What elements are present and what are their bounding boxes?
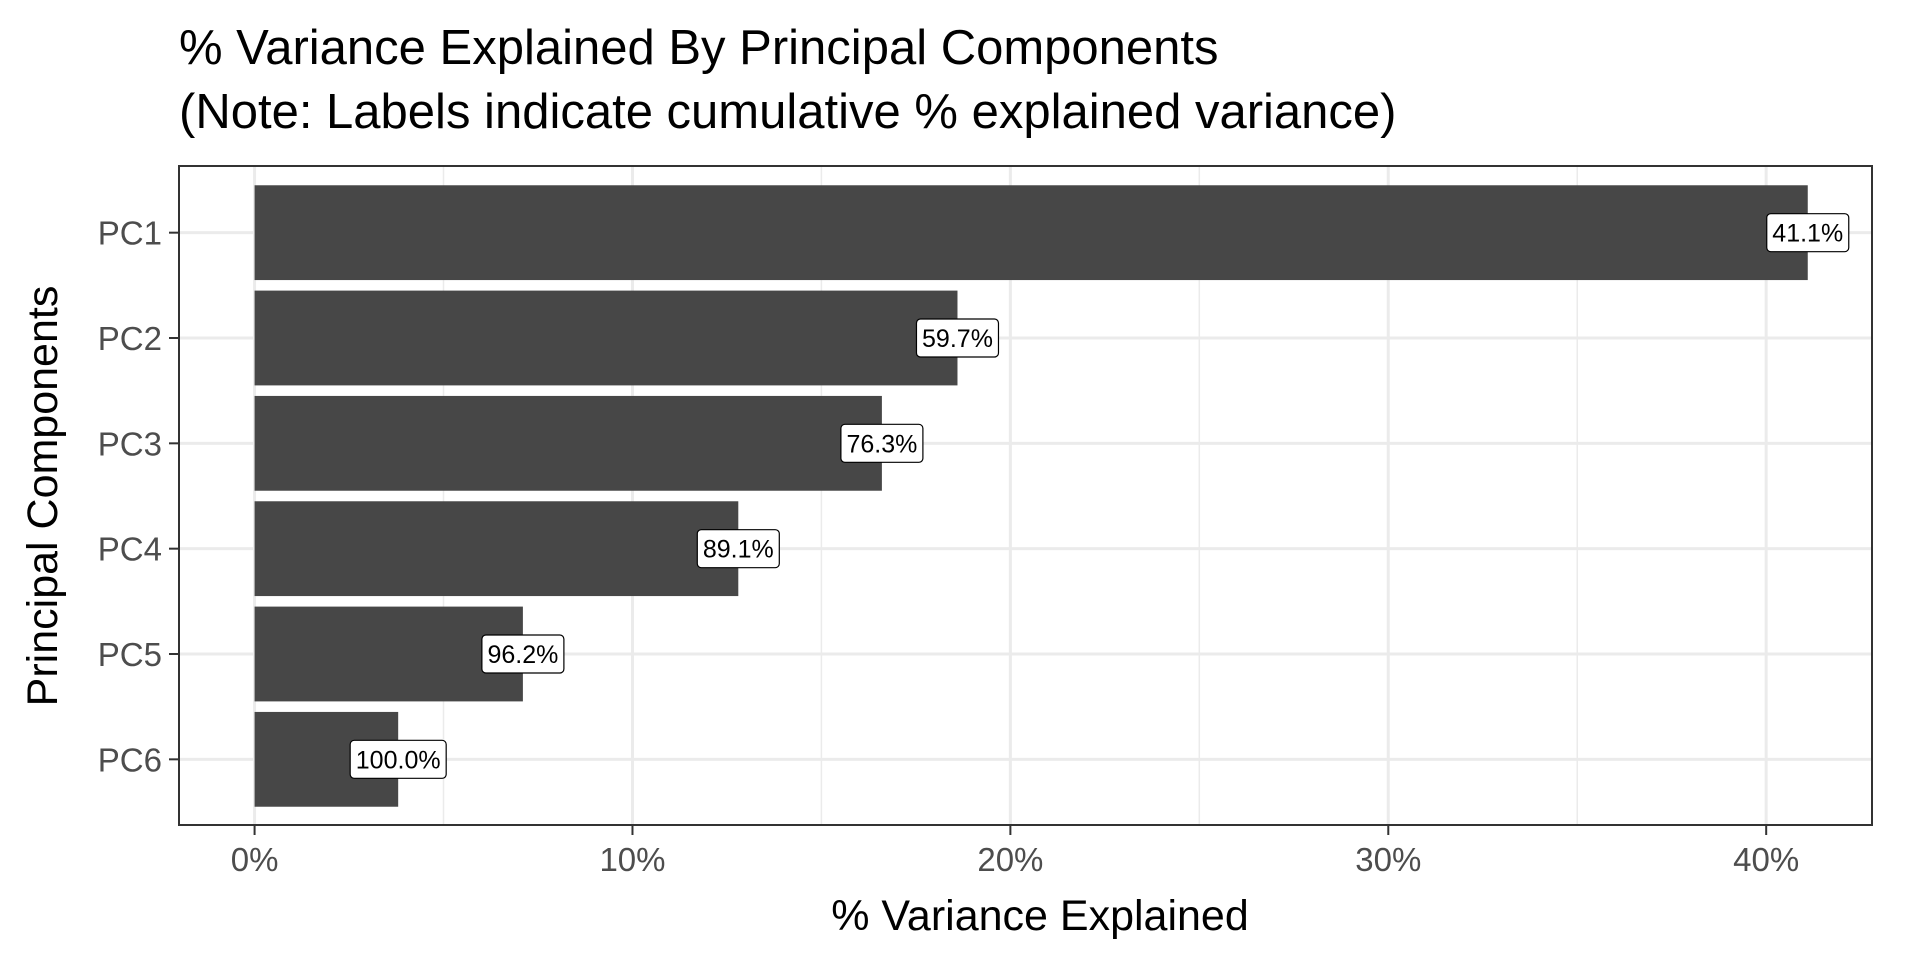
data-label-pc5: 96.2% (481, 634, 565, 674)
data-label-box (915, 318, 1000, 358)
data-label-pc2: 59.7% (915, 318, 1000, 358)
bar-pc1 (254, 185, 1808, 281)
y-tick-label-pc1: PC1 (98, 215, 162, 252)
data-label-box (696, 529, 780, 569)
chart-title: % Variance Explained By Principal Compon… (179, 21, 1219, 75)
x-tick-label: 10% (599, 841, 665, 878)
data-label-text: 59.7% (922, 325, 993, 353)
data-label-text: 89.1% (703, 536, 774, 564)
x-tick-label: 40% (1733, 841, 1799, 878)
bar-pc2 (254, 290, 958, 386)
x-axis-title: % Variance Explained (831, 892, 1249, 940)
x-tick-label: 20% (977, 841, 1043, 878)
data-label-text: 100.0% (356, 746, 441, 774)
data-label-box (349, 739, 447, 779)
data-label-text: 41.1% (1772, 220, 1843, 248)
y-tick-label-pc3: PC3 (98, 425, 162, 462)
bar-layer (254, 185, 1808, 807)
y-tick-label-pc4: PC4 (98, 531, 162, 568)
x-tick-label: 30% (1355, 841, 1421, 878)
data-label-text: 76.3% (846, 430, 917, 458)
y-axis-title: Principal Components (19, 286, 67, 707)
data-label-box (481, 634, 565, 674)
chart-subtitle: (Note: Labels indicate cumulative % expl… (179, 85, 1397, 139)
y-tick-label-pc6: PC6 (98, 741, 162, 778)
bar-pc5 (254, 606, 523, 702)
y-tick-label-pc5: PC5 (98, 636, 162, 673)
data-label-pc1: 41.1% (1766, 213, 1850, 253)
bar-pc3 (254, 395, 882, 491)
data-label-pc3: 76.3% (840, 423, 924, 463)
data-label-text: 96.2% (487, 641, 558, 669)
data-label-layer: 41.1% 59.7% 76.3% 89.1% 96.2% 100.0% (349, 213, 1850, 779)
data-label-box (1766, 213, 1850, 253)
data-label-pc4: 89.1% (696, 529, 780, 569)
data-label-pc6: 100.0% (349, 739, 447, 779)
y-tick-label-pc2: PC2 (98, 320, 162, 357)
x-axis: 0% 10% 20% 30% 40% (231, 825, 1799, 878)
x-tick-label: 0% (231, 841, 279, 878)
data-label-box (840, 423, 924, 463)
bar-pc4 (254, 501, 739, 597)
panel-border (178, 165, 1873, 826)
y-axis: PC1 PC2 PC3 PC4 PC5 PC6 (98, 215, 179, 778)
